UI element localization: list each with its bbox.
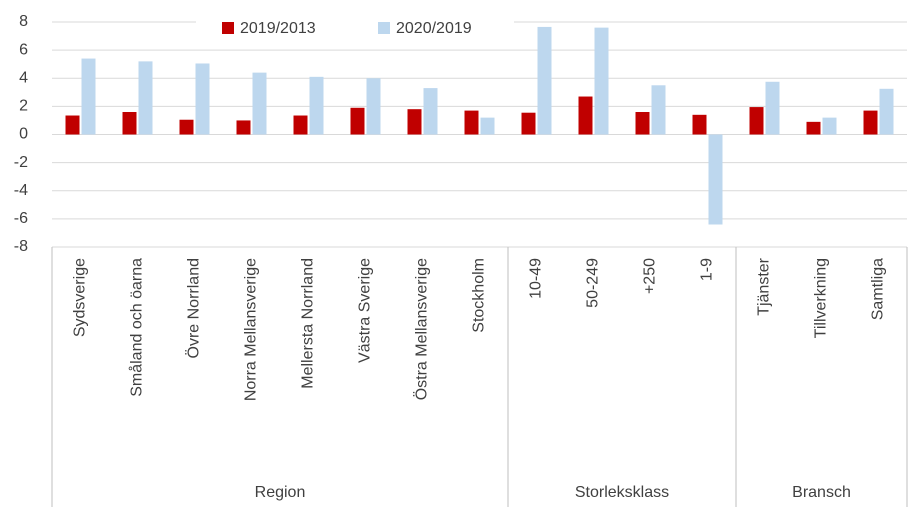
bar — [692, 114, 707, 135]
bar — [863, 110, 878, 135]
bar — [423, 88, 438, 135]
legend-swatch — [222, 22, 234, 34]
bar — [81, 58, 96, 135]
bar — [879, 88, 894, 135]
y-tick-label: 4 — [19, 69, 28, 86]
legend-label: 2020/2019 — [396, 20, 472, 37]
legend: 2019/2013 2020/2019 — [196, 12, 514, 46]
x-tick-label: Tjänster — [756, 257, 773, 315]
bar — [464, 110, 479, 135]
bar — [635, 112, 650, 135]
y-tick-label: 2 — [19, 98, 28, 115]
y-tick-label: -4 — [14, 182, 28, 199]
x-tick-label: Stockholm — [471, 258, 488, 333]
x-tick-label: Västra Sverige — [357, 258, 374, 363]
x-tick-label: Mellersta Norrland — [300, 258, 317, 389]
group-label: Bransch — [792, 484, 851, 501]
bar — [138, 61, 153, 135]
legend-label: 2019/2013 — [240, 20, 316, 37]
bar — [309, 76, 324, 135]
x-tick-label: Norra Mellansverige — [243, 258, 260, 401]
x-tick-label: Småland och öarna — [128, 258, 146, 397]
y-tick-label: -8 — [14, 238, 28, 255]
legend-swatch — [378, 22, 390, 34]
bar — [350, 107, 365, 135]
y-tick-label: 8 — [19, 13, 28, 30]
bar — [708, 134, 723, 225]
group-label: Region — [255, 484, 306, 501]
group-label: Storleksklass — [575, 484, 669, 501]
y-tick-label: 6 — [19, 41, 28, 58]
bar — [252, 72, 267, 135]
bar — [521, 112, 536, 135]
x-tick-label: Sydsverige — [72, 258, 89, 337]
x-tick-label: 10-49 — [528, 258, 545, 299]
bar — [122, 112, 137, 135]
bar — [578, 96, 593, 135]
x-tick-label: +250 — [642, 258, 659, 294]
bar — [822, 117, 837, 135]
bar — [366, 78, 381, 135]
bar — [806, 121, 821, 135]
x-tick-label: Östra Mellansverige — [413, 258, 431, 400]
bar — [65, 115, 80, 135]
bar — [195, 63, 210, 135]
bar — [480, 117, 495, 135]
bar — [749, 107, 764, 135]
y-tick-label: 0 — [19, 126, 28, 143]
bar — [651, 85, 666, 135]
x-tick-label: 50-249 — [585, 258, 602, 308]
legend-box — [196, 12, 514, 46]
bar — [179, 119, 194, 135]
bar — [594, 27, 609, 135]
bar — [537, 26, 552, 135]
y-tick-label: -2 — [14, 154, 28, 171]
y-tick-label: -6 — [14, 210, 28, 227]
bar — [765, 81, 780, 135]
x-tick-label: Tillverkning — [813, 258, 830, 338]
bar — [407, 109, 422, 135]
x-tick-label: Samtliga — [870, 258, 887, 320]
bar — [293, 115, 308, 135]
bar — [236, 120, 251, 135]
x-tick-label: Övre Norrland — [185, 258, 203, 358]
x-tick-label: 1-9 — [699, 258, 716, 281]
